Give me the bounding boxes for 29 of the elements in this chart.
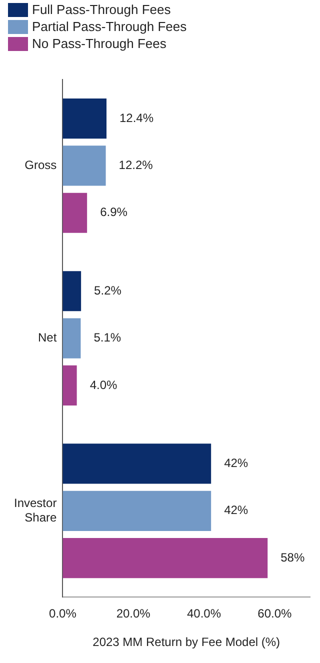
data-label: 12.4% (119, 110, 154, 125)
bar (62, 365, 77, 406)
y-tick-label: Gross (24, 158, 57, 172)
bar (62, 271, 82, 312)
bar (62, 318, 81, 358)
x-tick-label: 40.0% (186, 606, 222, 621)
bar (62, 444, 212, 484)
x-tick-label: 60.0% (258, 606, 292, 621)
bar (62, 192, 88, 233)
legend-label: Partial Pass-Through Fees (32, 19, 187, 34)
data-label: 4.0% (90, 378, 118, 392)
legend-label: No Pass-Through Fees (32, 36, 166, 51)
y-tick-label: Net (38, 330, 58, 345)
x-axis-title: 2023 MM Return by Fee Model (%) (92, 635, 280, 650)
y-tick-label: Investor Share (14, 496, 57, 524)
data-label: 58% (280, 550, 305, 564)
data-label: 5.1% (94, 330, 122, 345)
bar (62, 146, 106, 186)
data-label: 5.2% (94, 283, 122, 298)
legend-label: Full Pass-Through Fees (32, 2, 171, 17)
x-tick-label: 0.0% (49, 606, 77, 621)
x-tick-label: 20.0% (116, 606, 151, 621)
data-label: 42% (224, 503, 248, 518)
bar (62, 98, 106, 139)
bar (62, 490, 212, 531)
data-label: 12.2% (118, 158, 154, 172)
data-label: 6.9% (100, 205, 128, 220)
data-label: 42% (224, 456, 248, 470)
bar (62, 538, 268, 578)
